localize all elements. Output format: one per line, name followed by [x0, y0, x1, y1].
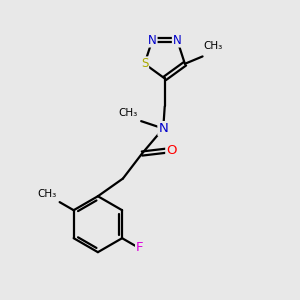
Text: CH₃: CH₃: [118, 108, 138, 118]
Text: CH₃: CH₃: [203, 41, 222, 51]
Text: O: O: [166, 144, 177, 157]
Text: CH₃: CH₃: [38, 189, 57, 199]
Text: N: N: [173, 34, 182, 46]
Text: F: F: [136, 241, 143, 254]
Text: N: N: [158, 122, 168, 135]
Text: N: N: [148, 34, 157, 46]
Text: S: S: [141, 57, 148, 70]
